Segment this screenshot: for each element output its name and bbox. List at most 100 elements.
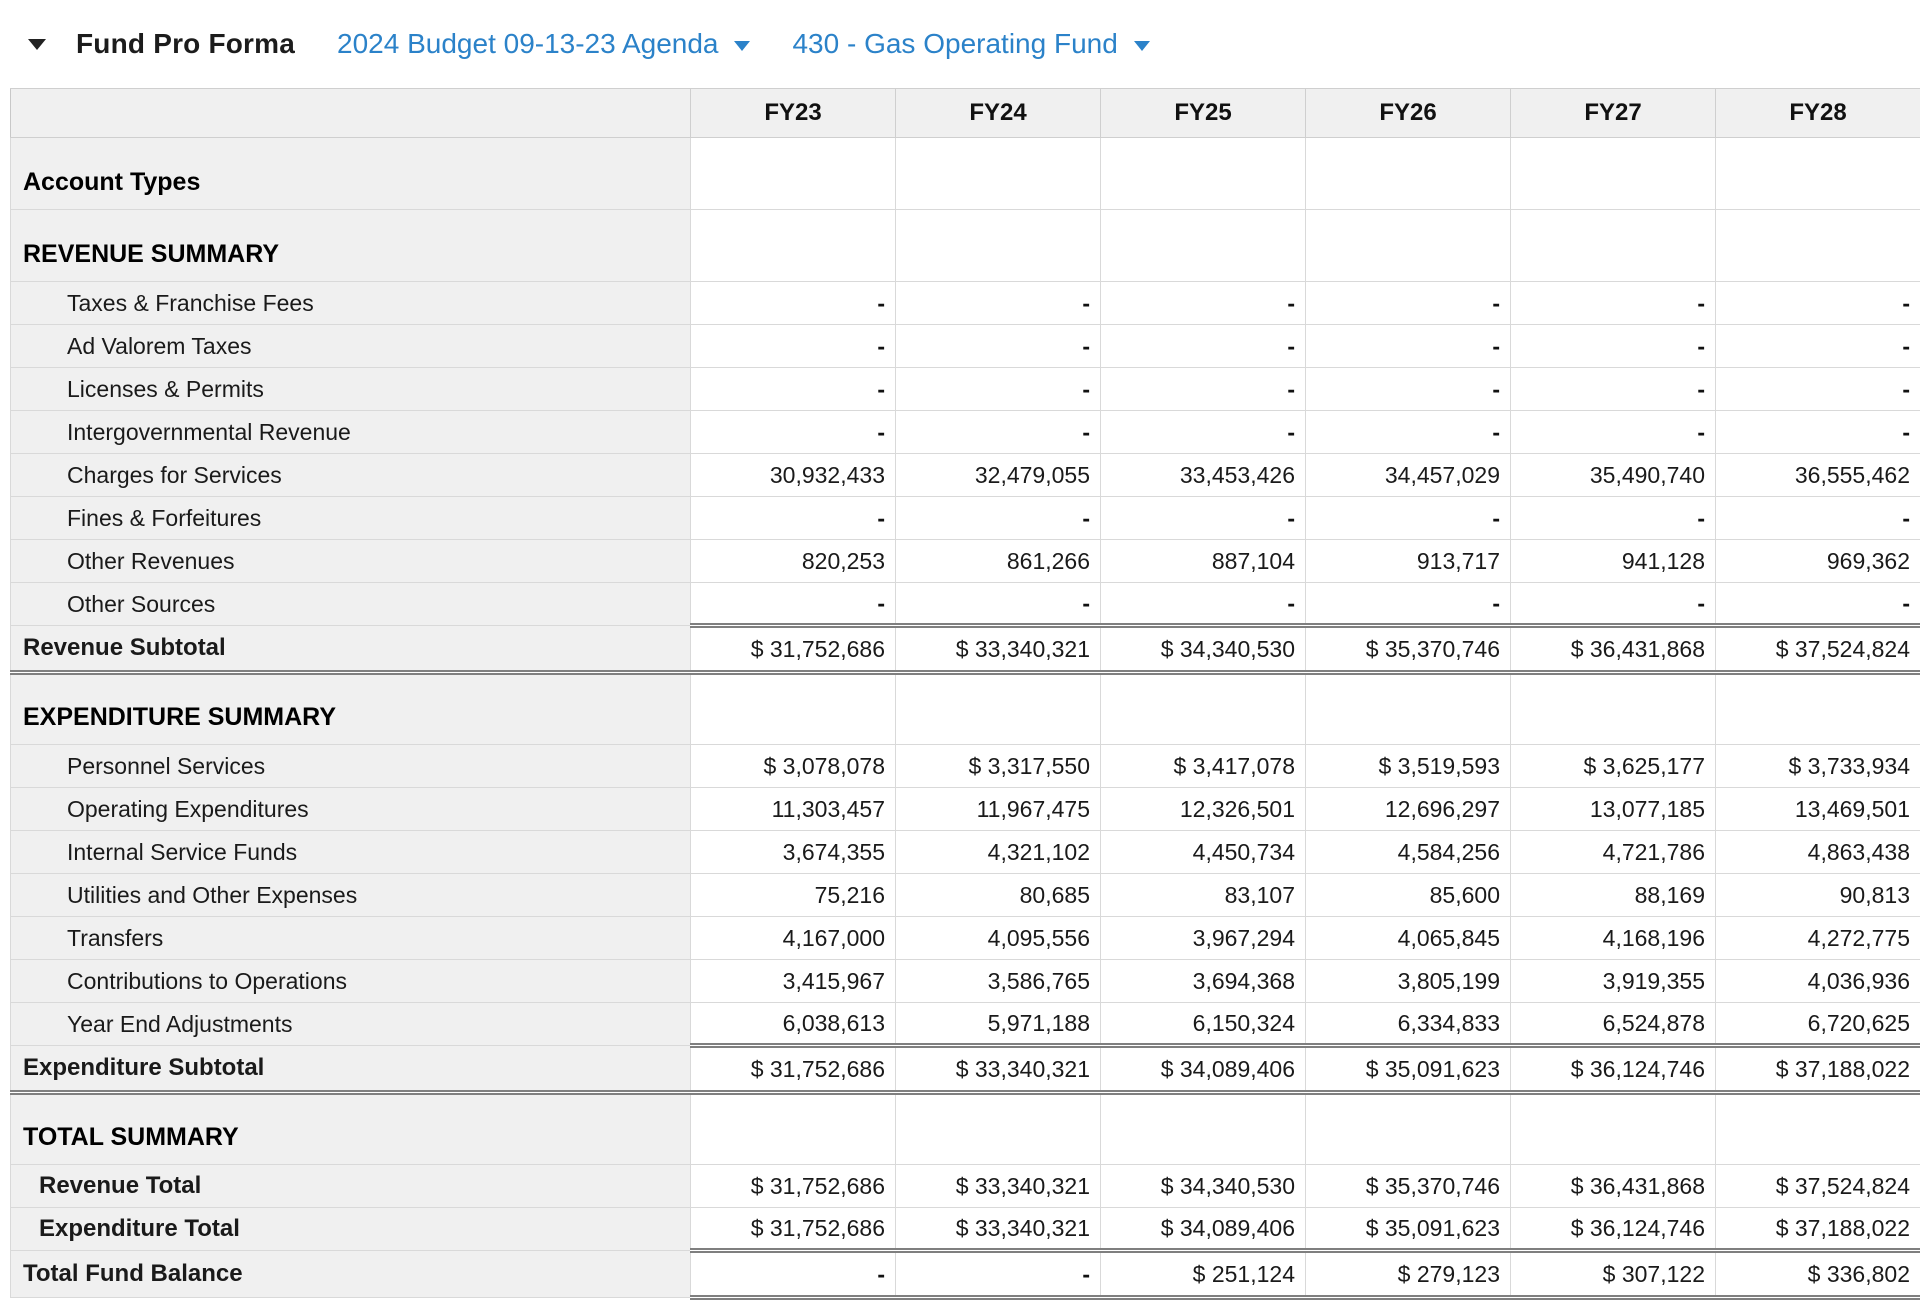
value-cell: - [1101, 368, 1306, 411]
value-cell: 4,272,775 [1716, 917, 1920, 960]
value-cell [1511, 138, 1716, 210]
table-row: Other Sources------ [11, 583, 1920, 626]
table-row: Intergovernmental Revenue------ [11, 411, 1920, 454]
column-header-fy28: FY28 [1716, 89, 1920, 138]
value-cell: 3,919,355 [1511, 960, 1716, 1003]
value-cell: $ 36,431,868 [1511, 1165, 1716, 1208]
value-cell: - [691, 411, 896, 454]
value-cell: 30,932,433 [691, 454, 896, 497]
value-cell [1716, 138, 1920, 210]
value-cell: 36,555,462 [1716, 454, 1920, 497]
value-cell: 4,721,786 [1511, 831, 1716, 874]
row-label-cell: Personnel Services [11, 745, 691, 788]
value-cell [1306, 673, 1511, 745]
row-label-cell: EXPENDITURE SUMMARY [11, 673, 691, 745]
value-cell: - [896, 583, 1101, 626]
value-cell: 32,479,055 [896, 454, 1101, 497]
value-cell: 6,720,625 [1716, 1003, 1920, 1046]
collapse-caret-icon[interactable] [28, 39, 46, 50]
value-cell: 4,584,256 [1306, 831, 1511, 874]
value-cell: $ 31,752,686 [691, 1208, 896, 1251]
value-cell [896, 673, 1101, 745]
row-label-cell: Intergovernmental Revenue [11, 411, 691, 454]
value-cell: - [1716, 583, 1920, 626]
value-cell: $ 34,089,406 [1101, 1046, 1306, 1093]
value-cell: - [1306, 325, 1511, 368]
value-cell [1306, 210, 1511, 282]
value-cell: 820,253 [691, 540, 896, 583]
value-cell [1101, 1093, 1306, 1165]
value-cell [1511, 210, 1716, 282]
value-cell: - [1101, 282, 1306, 325]
value-cell: 941,128 [1511, 540, 1716, 583]
value-cell: $ 3,625,177 [1511, 745, 1716, 788]
value-cell: $ 33,340,321 [896, 1208, 1101, 1251]
column-header-fy23: FY23 [691, 89, 896, 138]
value-cell: 6,150,324 [1101, 1003, 1306, 1046]
value-cell [896, 1093, 1101, 1165]
value-cell: $ 34,340,530 [1101, 1165, 1306, 1208]
value-cell: - [691, 368, 896, 411]
budget-version-dropdown[interactable]: 2024 Budget 09-13-23 Agenda [337, 28, 750, 60]
value-cell: 83,107 [1101, 874, 1306, 917]
value-cell: 3,967,294 [1101, 917, 1306, 960]
value-cell: - [1306, 282, 1511, 325]
table-row: Revenue Subtotal$ 31,752,686$ 33,340,321… [11, 626, 1920, 673]
row-label-cell: Revenue Total [11, 1165, 691, 1208]
row-label-cell: Operating Expenditures [11, 788, 691, 831]
value-cell: 6,334,833 [1306, 1003, 1511, 1046]
value-cell: - [1511, 368, 1716, 411]
value-cell: 85,600 [1306, 874, 1511, 917]
value-cell [1101, 210, 1306, 282]
table-row: Account Types [11, 138, 1920, 210]
row-label-cell: Year End Adjustments [11, 1003, 691, 1046]
value-cell: $ 36,124,746 [1511, 1046, 1716, 1093]
value-cell: 80,685 [896, 874, 1101, 917]
value-cell [896, 210, 1101, 282]
value-cell: - [1511, 583, 1716, 626]
value-cell: $ 37,188,022 [1716, 1208, 1920, 1251]
table-row: Licenses & Permits------ [11, 368, 1920, 411]
value-cell: $ 37,188,022 [1716, 1046, 1920, 1093]
row-label-cell: REVENUE SUMMARY [11, 210, 691, 282]
value-cell: 90,813 [1716, 874, 1920, 917]
table-row: Revenue Total$ 31,752,686$ 33,340,321$ 3… [11, 1165, 1920, 1208]
value-cell [1306, 1093, 1511, 1165]
value-cell: 913,717 [1306, 540, 1511, 583]
value-cell [1511, 1093, 1716, 1165]
value-cell: - [1101, 497, 1306, 540]
value-cell: 4,036,936 [1716, 960, 1920, 1003]
table-row: Total Fund Balance--$ 251,124$ 279,123$ … [11, 1251, 1920, 1298]
fund-pro-forma-table: FY23 FY24 FY25 FY26 FY27 FY28 Account Ty… [10, 88, 1920, 1300]
column-header-fy25: FY25 [1101, 89, 1306, 138]
value-cell: $ 37,524,824 [1716, 1165, 1920, 1208]
budget-version-label: 2024 Budget 09-13-23 Agenda [337, 28, 718, 60]
value-cell: - [1511, 497, 1716, 540]
value-cell: - [1101, 411, 1306, 454]
value-cell: $ 3,519,593 [1306, 745, 1511, 788]
value-cell: 4,168,196 [1511, 917, 1716, 960]
row-label-cell: Revenue Subtotal [11, 626, 691, 673]
value-cell: $ 35,091,623 [1306, 1046, 1511, 1093]
value-cell: - [1101, 583, 1306, 626]
value-cell: $ 36,124,746 [1511, 1208, 1716, 1251]
value-cell: $ 34,340,530 [1101, 626, 1306, 673]
value-cell: 88,169 [1511, 874, 1716, 917]
value-cell: - [1306, 583, 1511, 626]
value-cell: $ 34,089,406 [1101, 1208, 1306, 1251]
row-label-cell: Contributions to Operations [11, 960, 691, 1003]
row-label-cell: Charges for Services [11, 454, 691, 497]
value-cell [1101, 673, 1306, 745]
value-cell: 6,524,878 [1511, 1003, 1716, 1046]
row-label-cell: Ad Valorem Taxes [11, 325, 691, 368]
fund-label: 430 - Gas Operating Fund [792, 28, 1117, 60]
value-cell: - [896, 1251, 1101, 1298]
value-cell: $ 35,370,746 [1306, 626, 1511, 673]
value-cell: $ 35,370,746 [1306, 1165, 1511, 1208]
value-cell: - [896, 497, 1101, 540]
fund-dropdown[interactable]: 430 - Gas Operating Fund [792, 28, 1149, 60]
value-cell: $ 279,123 [1306, 1251, 1511, 1298]
table-row: Fines & Forfeitures------ [11, 497, 1920, 540]
